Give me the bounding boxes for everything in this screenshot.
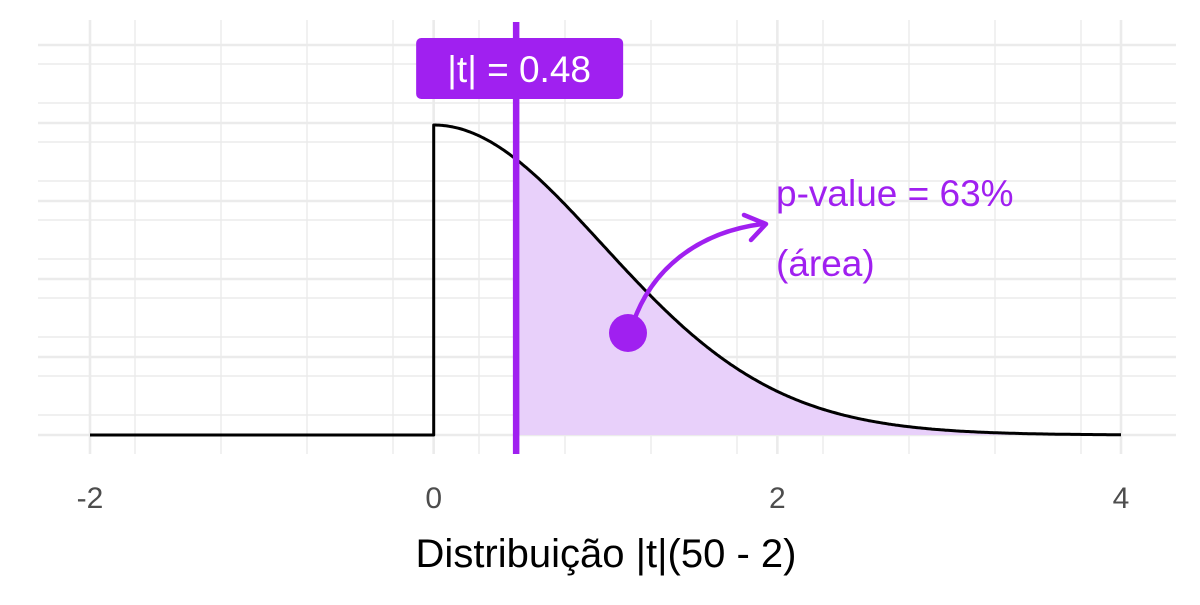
observed-t-badge	[416, 38, 624, 99]
observed-marker-layer: |t| = 0.48	[416, 22, 624, 454]
x-tick-label: 0	[425, 482, 442, 515]
p-value-label: p-value = 63%	[776, 173, 1014, 214]
density-curve-layer	[90, 123, 1121, 437]
shaded-area-layer	[516, 159, 1121, 436]
x-axis: -2 0 2 4	[77, 482, 1130, 515]
density-curve	[90, 123, 1121, 437]
p-value-shaded-area	[516, 159, 1121, 436]
annotation-arrow-head	[741, 212, 769, 243]
observed-t-label: |t| = 0.48	[447, 49, 591, 90]
annotation-arrow	[627, 221, 765, 336]
x-tick-label: 4	[1113, 482, 1130, 515]
annotation-point	[609, 314, 647, 352]
x-tick-label: 2	[769, 482, 786, 515]
p-value-area-label: (área)	[776, 243, 875, 284]
x-axis-title: Distribuição |t|(50 - 2)	[416, 532, 797, 576]
x-tick-label: -2	[77, 482, 104, 515]
annotation-layer: p-value = 63% (área)	[609, 173, 1014, 352]
